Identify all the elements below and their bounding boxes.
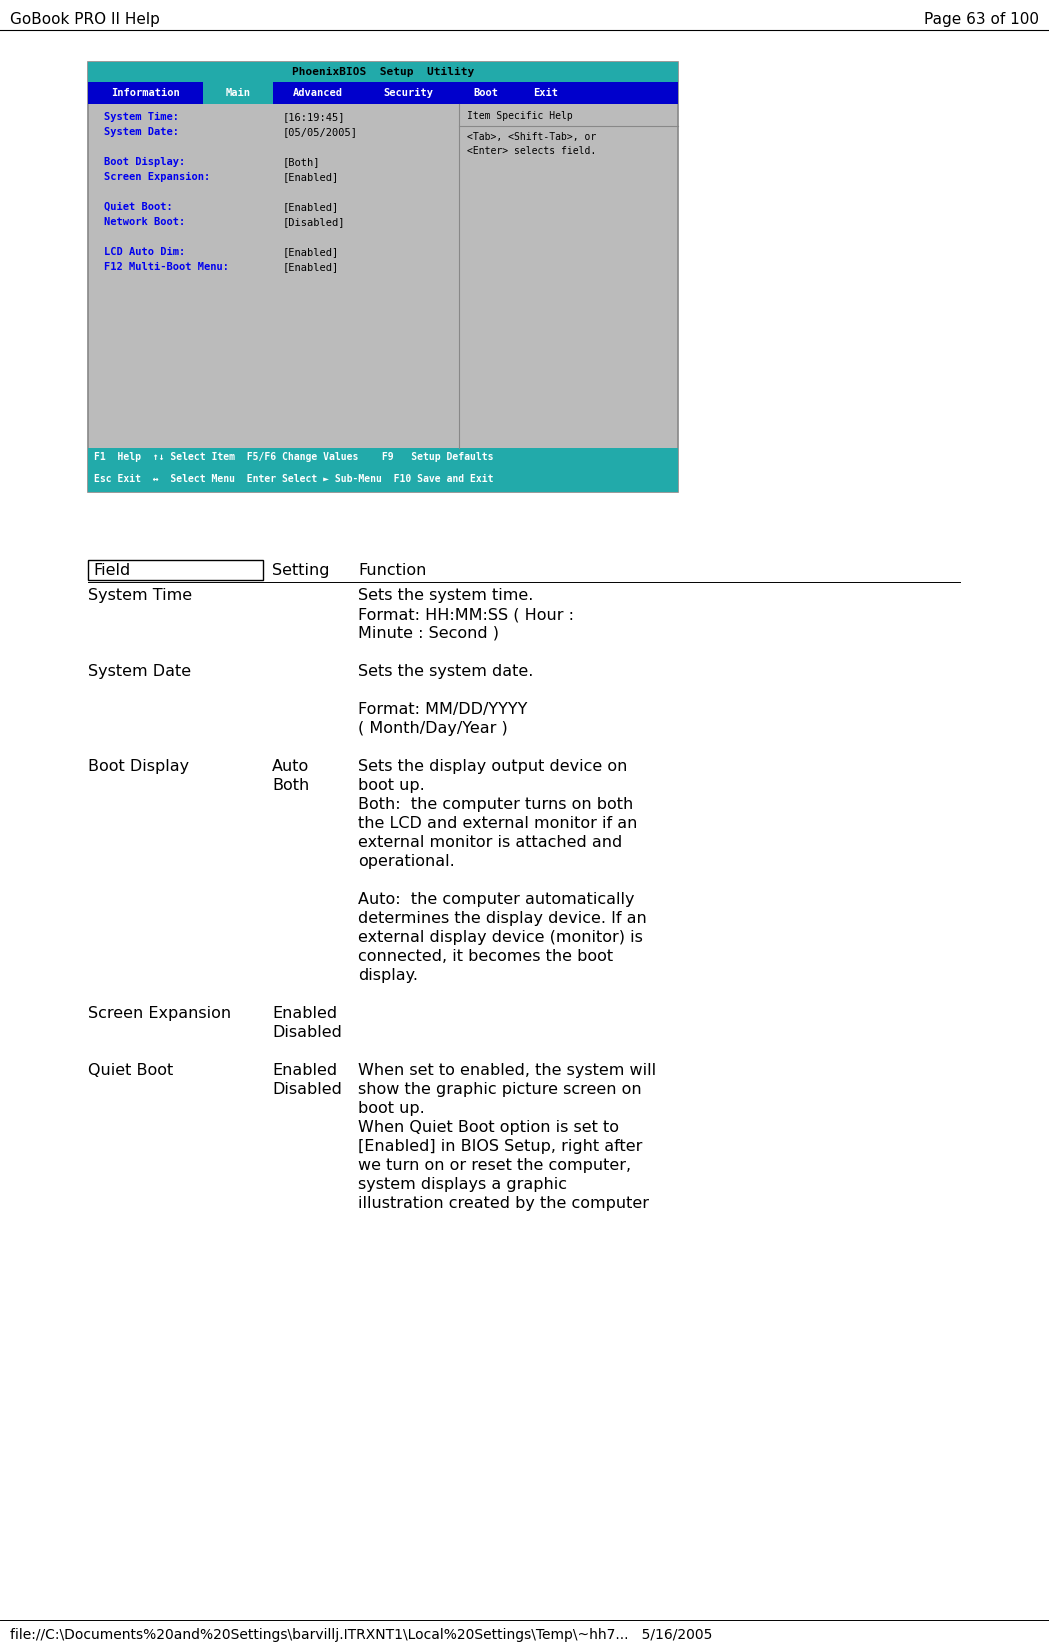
Text: the LCD and external monitor if an: the LCD and external monitor if an	[358, 815, 638, 830]
Text: Item Specific Help: Item Specific Help	[467, 112, 573, 122]
Text: Quiet Boot: Quiet Boot	[88, 1064, 173, 1078]
Text: boot up.: boot up.	[358, 778, 425, 792]
Text: Screen Expansion:: Screen Expansion:	[104, 173, 210, 182]
Text: PhoenixBIOS  Setup  Utility: PhoenixBIOS Setup Utility	[292, 67, 474, 77]
Bar	[88, 62, 678, 492]
Text: [Enabled]: [Enabled]	[283, 261, 339, 271]
Text: F12 Multi-Boot Menu:: F12 Multi-Boot Menu:	[104, 261, 229, 271]
Text: Boot: Boot	[473, 89, 498, 99]
Text: Enabled: Enabled	[272, 1064, 337, 1078]
Text: Setting: Setting	[272, 562, 329, 579]
Text: connected, it becomes the boot: connected, it becomes the boot	[358, 949, 613, 963]
Text: Esc Exit  ↔  Select Menu  Enter Select ► Sub-Menu  F10 Save and Exit: Esc Exit ↔ Select Menu Enter Select ► Su…	[94, 473, 493, 483]
Text: [16:19:45]: [16:19:45]	[283, 112, 345, 122]
Bar	[88, 561, 263, 580]
Text: Disabled: Disabled	[272, 1082, 342, 1097]
Text: system displays a graphic: system displays a graphic	[358, 1177, 568, 1192]
Text: Screen Expansion: Screen Expansion	[88, 1006, 231, 1021]
Text: Advanced: Advanced	[293, 89, 343, 99]
Text: Minute : Second ): Minute : Second )	[358, 626, 499, 641]
Text: [05/05/2005]: [05/05/2005]	[283, 127, 358, 136]
Text: external display device (monitor) is: external display device (monitor) is	[358, 931, 643, 945]
Text: Both: Both	[272, 778, 309, 792]
Bar	[204, 82, 273, 104]
Bar	[88, 82, 678, 104]
Text: System Time:: System Time:	[104, 112, 179, 122]
Bar	[88, 62, 678, 82]
Text: show the graphic picture screen on: show the graphic picture screen on	[358, 1082, 642, 1097]
Text: operational.: operational.	[358, 853, 455, 870]
Text: we turn on or reset the computer,: we turn on or reset the computer,	[358, 1157, 631, 1174]
Text: external monitor is attached and: external monitor is attached and	[358, 835, 622, 850]
Text: Quiet Boot:: Quiet Boot:	[104, 202, 173, 212]
Text: ( Month/Day/Year ): ( Month/Day/Year )	[358, 722, 508, 737]
Text: display.: display.	[358, 968, 418, 983]
Text: [Enabled]: [Enabled]	[283, 202, 339, 212]
Text: Network Boot:: Network Boot:	[104, 217, 186, 227]
Text: Boot Display: Boot Display	[88, 760, 189, 774]
Text: System Date:: System Date:	[104, 127, 179, 136]
Text: System Date: System Date	[88, 664, 191, 679]
Text: Boot Display:: Boot Display:	[104, 156, 186, 168]
Text: Auto: Auto	[272, 760, 309, 774]
Text: <Tab>, <Shift-Tab>, or
<Enter> selects field.: <Tab>, <Shift-Tab>, or <Enter> selects f…	[467, 132, 596, 156]
Text: Enabled: Enabled	[272, 1006, 337, 1021]
Text: System Time: System Time	[88, 589, 192, 603]
Text: [Both]: [Both]	[283, 156, 321, 168]
Text: Auto:  the computer automatically: Auto: the computer automatically	[358, 893, 635, 907]
Text: F1  Help  ↑↓ Select Item  F5/F6 Change Values    F9   Setup Defaults: F1 Help ↑↓ Select Item F5/F6 Change Valu…	[94, 452, 493, 462]
Text: illustration created by the computer: illustration created by the computer	[358, 1195, 649, 1212]
Text: Format: HH:MM:SS ( Hour :: Format: HH:MM:SS ( Hour :	[358, 607, 574, 621]
Text: GoBook PRO II Help: GoBook PRO II Help	[10, 12, 159, 26]
Text: Sets the display output device on: Sets the display output device on	[358, 760, 627, 774]
Text: Main: Main	[226, 89, 251, 99]
Text: file://C:\Documents%20and%20Settings\barvillj.ITRXNT1\Local%20Settings\Temp\~hh7: file://C:\Documents%20and%20Settings\bar…	[10, 1628, 712, 1642]
Text: LCD Auto Dim:: LCD Auto Dim:	[104, 247, 186, 256]
Text: [Enabled] in BIOS Setup, right after: [Enabled] in BIOS Setup, right after	[358, 1139, 642, 1154]
Text: Page 63 of 100: Page 63 of 100	[924, 12, 1039, 26]
Text: Information: Information	[111, 89, 179, 99]
Text: boot up.: boot up.	[358, 1101, 425, 1116]
Text: [Disabled]: [Disabled]	[283, 217, 345, 227]
Text: Sets the system date.: Sets the system date.	[358, 664, 533, 679]
Text: Sets the system time.: Sets the system time.	[358, 589, 533, 603]
Text: Function: Function	[358, 562, 426, 579]
Text: Security: Security	[383, 89, 433, 99]
Text: [Enabled]: [Enabled]	[283, 247, 339, 256]
Text: Disabled: Disabled	[272, 1024, 342, 1041]
Text: Exit: Exit	[533, 89, 558, 99]
Text: When set to enabled, the system will: When set to enabled, the system will	[358, 1064, 656, 1078]
Bar	[88, 449, 678, 492]
Text: [Enabled]: [Enabled]	[283, 173, 339, 182]
Text: Both:  the computer turns on both: Both: the computer turns on both	[358, 797, 634, 812]
Text: Format: MM/DD/YYYY: Format: MM/DD/YYYY	[358, 702, 528, 717]
Text: Field: Field	[93, 562, 130, 579]
Text: determines the display device. If an: determines the display device. If an	[358, 911, 647, 926]
Text: When Quiet Boot option is set to: When Quiet Boot option is set to	[358, 1120, 619, 1134]
